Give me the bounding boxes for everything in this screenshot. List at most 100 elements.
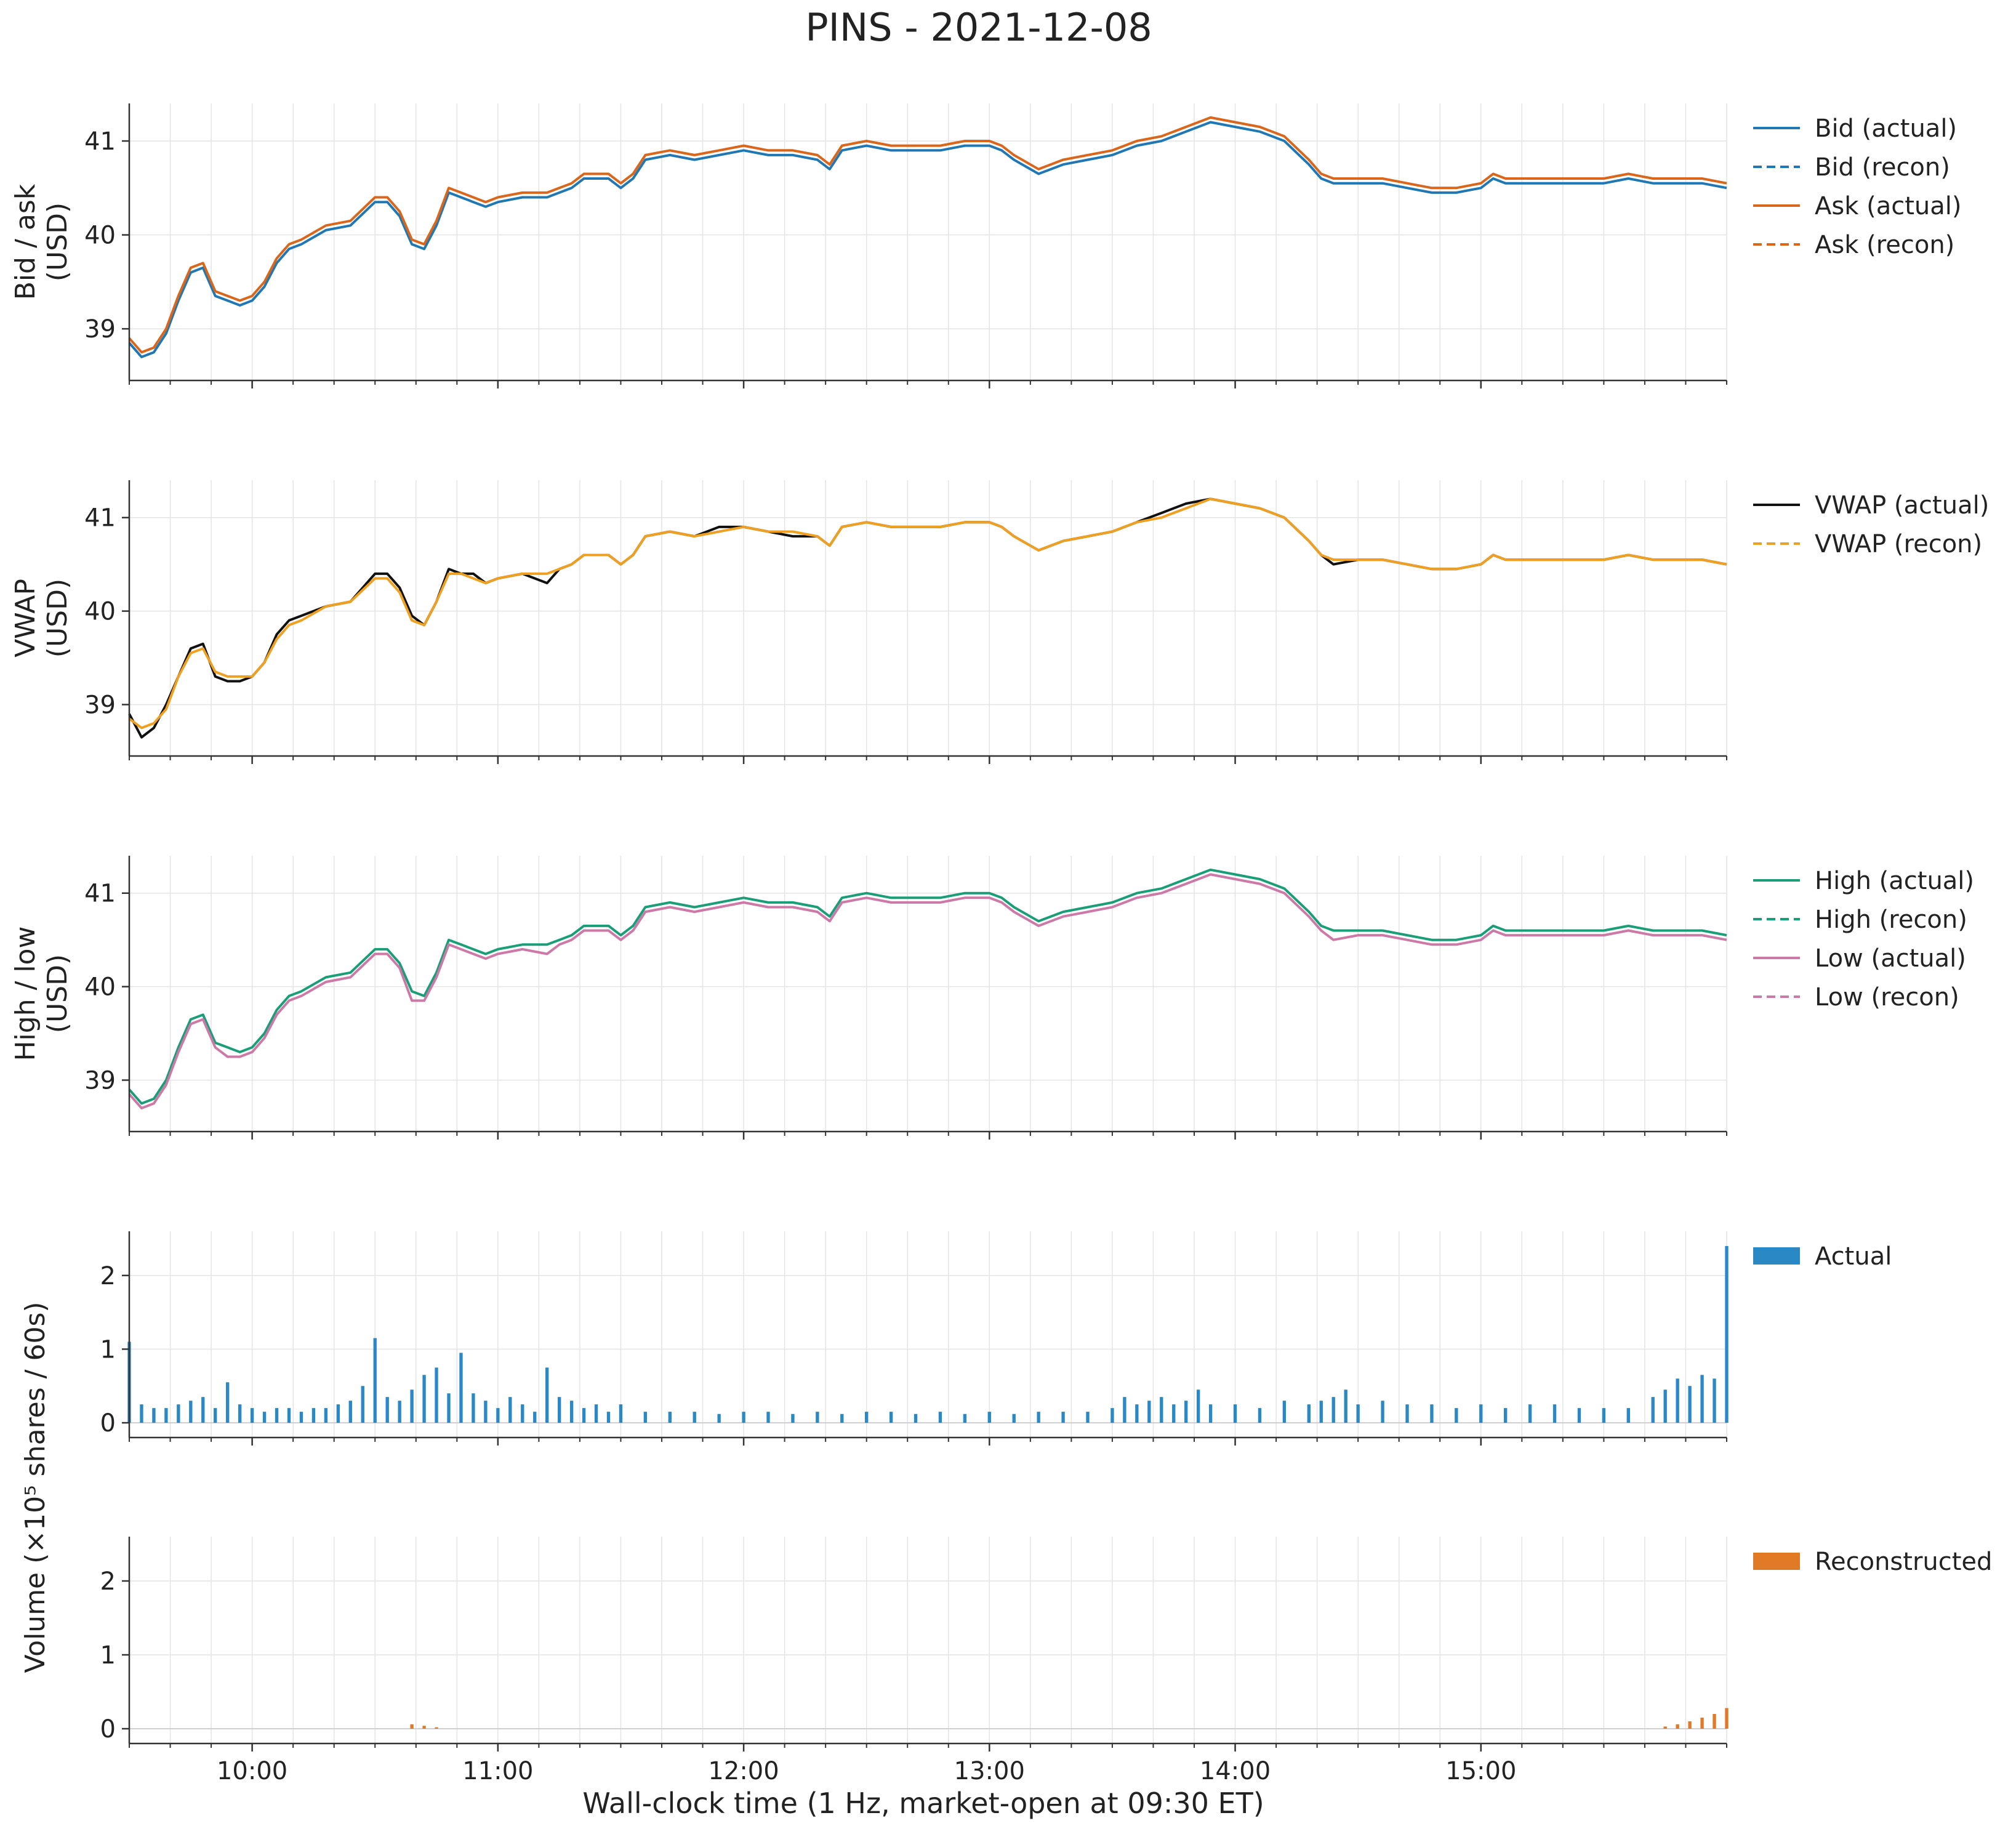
volume-bar — [668, 1412, 672, 1423]
volume-bar — [152, 1408, 156, 1423]
legend-swatch — [1753, 1247, 1800, 1265]
legend-label: VWAP (actual) — [1815, 491, 1989, 520]
legend-label: Ask (actual) — [1815, 192, 1961, 220]
volume-bar — [1110, 1408, 1114, 1423]
volume-bar — [1344, 1390, 1347, 1423]
volume-bar — [1602, 1408, 1606, 1423]
volume-bar — [1233, 1404, 1237, 1423]
volume-bar — [1626, 1408, 1630, 1423]
volume-bar — [1184, 1401, 1188, 1423]
volume-bar — [1208, 1404, 1213, 1423]
volume-bar — [1688, 1721, 1692, 1729]
panel-5: 0 1 2 10:00 11:00 12:00 13:00 14:00 15:00 Reconst… — [100, 1537, 1992, 1785]
volume-bar — [1725, 1708, 1729, 1729]
volume-bar — [816, 1412, 819, 1423]
panel-1: 39 40 41 Bid / ask (USD) Bid (actual) Bid (rec… — [10, 103, 1961, 388]
volume-bar — [840, 1414, 844, 1423]
y-tick-label: 39 — [84, 1066, 116, 1095]
volume-bar — [1147, 1401, 1151, 1423]
volume-bar — [336, 1404, 340, 1423]
volume-bar — [533, 1412, 537, 1423]
volume-bar — [250, 1408, 254, 1423]
volume-bar — [1258, 1408, 1262, 1423]
y-tick-label: 1 — [100, 1641, 116, 1670]
volume-bar — [619, 1404, 623, 1423]
volume-bar — [569, 1401, 574, 1423]
volume-bar — [1196, 1390, 1200, 1423]
volume-bar — [1577, 1408, 1581, 1423]
volume-bar — [1651, 1397, 1655, 1423]
volume-bar — [1700, 1375, 1704, 1423]
series-line-3-2 — [128, 873, 1727, 1109]
volume-bar — [410, 1390, 414, 1423]
y-tick-label: 41 — [84, 127, 116, 156]
y-tick-label: 40 — [84, 222, 116, 250]
volume-bar — [435, 1367, 438, 1423]
volume-bar — [373, 1338, 377, 1423]
volume-bar — [1725, 1245, 1729, 1423]
volume-bar — [1676, 1378, 1679, 1423]
volume-bar — [472, 1393, 475, 1423]
y-tick-label: 0 — [100, 1409, 116, 1438]
volume-bar — [1356, 1404, 1360, 1423]
volume-bar — [275, 1408, 279, 1423]
volume-bar — [987, 1412, 991, 1423]
volume-bar — [1086, 1412, 1090, 1423]
legend-label: Actual — [1815, 1242, 1892, 1271]
legend-label: High (recon) — [1815, 906, 1967, 934]
volume-bar — [594, 1404, 598, 1423]
volume-bar — [1331, 1397, 1335, 1423]
volume-bar — [238, 1404, 242, 1423]
volume-bar — [521, 1404, 524, 1423]
y-tick-label: 0 — [100, 1715, 116, 1744]
volume-bar — [1319, 1401, 1323, 1423]
x-axis-label: Wall-clock time (1 Hz, market-open at 09… — [582, 1787, 1264, 1820]
y-tick-label: 2 — [100, 1262, 116, 1290]
legend-label: Bid (actual) — [1815, 115, 1957, 143]
volume-bar — [422, 1726, 426, 1729]
volume-bar — [1160, 1397, 1163, 1423]
y-tick-label: 2 — [100, 1567, 116, 1596]
y-axis-label: Bid / ask — [10, 183, 41, 300]
y-axis-label: High / low — [10, 926, 41, 1061]
legend-label: Low (recon) — [1815, 983, 1959, 1012]
volume-bar — [361, 1386, 364, 1423]
volume-bar — [1381, 1401, 1384, 1423]
volume-bar — [606, 1412, 611, 1423]
x-tick-label: 10:00 — [217, 1757, 287, 1785]
volume-bar — [140, 1404, 143, 1423]
volume-bar — [582, 1408, 586, 1423]
series-line-2-2 — [128, 497, 1727, 730]
legend-swatch — [1753, 1553, 1800, 1570]
x-tick-label: 14:00 — [1200, 1757, 1271, 1785]
volume-bar — [410, 1724, 414, 1729]
volume-bar — [914, 1414, 918, 1423]
series-line-1-2 — [128, 116, 1727, 354]
volume-bar — [385, 1397, 389, 1423]
volume-bar — [1061, 1412, 1065, 1423]
legend-label: VWAP (recon) — [1815, 530, 1982, 558]
series-line-1-1 — [128, 121, 1727, 358]
y-axis-unit-label: (USD) — [42, 954, 73, 1033]
volume-bar — [791, 1414, 795, 1423]
volume-bar — [447, 1393, 451, 1423]
y-tick-label: 40 — [84, 598, 116, 626]
volume-bar — [1504, 1408, 1508, 1423]
volume-bar — [1713, 1378, 1716, 1423]
volume-bar — [398, 1401, 401, 1423]
y-tick-label: 1 — [100, 1335, 116, 1364]
volume-bar — [348, 1401, 352, 1423]
legend-label: Low (actual) — [1815, 944, 1966, 973]
volume-bar — [189, 1401, 193, 1423]
volume-bar — [1455, 1408, 1458, 1423]
volume-bar — [865, 1412, 869, 1423]
panel-2: 39 40 41 VWAP (USD) VWAP (actual) VWAP (recon) — [10, 480, 1989, 764]
volume-bar — [643, 1412, 648, 1423]
volume-bar — [963, 1414, 967, 1423]
volume-bar — [693, 1412, 696, 1423]
x-tick-label: 15:00 — [1445, 1757, 1516, 1785]
volume-bar — [422, 1375, 426, 1423]
volume-bar — [938, 1412, 942, 1423]
volume-bar — [496, 1408, 500, 1423]
volume-bar — [1405, 1404, 1409, 1423]
